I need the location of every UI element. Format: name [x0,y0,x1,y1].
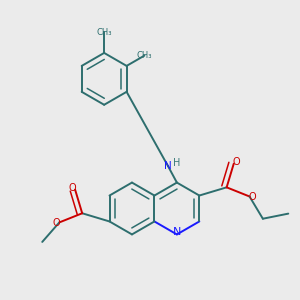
Text: O: O [53,218,61,228]
Text: O: O [69,183,76,193]
Text: H: H [173,158,181,168]
Text: CH₃: CH₃ [137,51,152,60]
Text: CH₃: CH₃ [96,28,112,37]
Text: O: O [248,192,256,203]
Text: N: N [164,161,172,171]
Text: N: N [173,227,181,237]
Text: O: O [232,157,240,167]
